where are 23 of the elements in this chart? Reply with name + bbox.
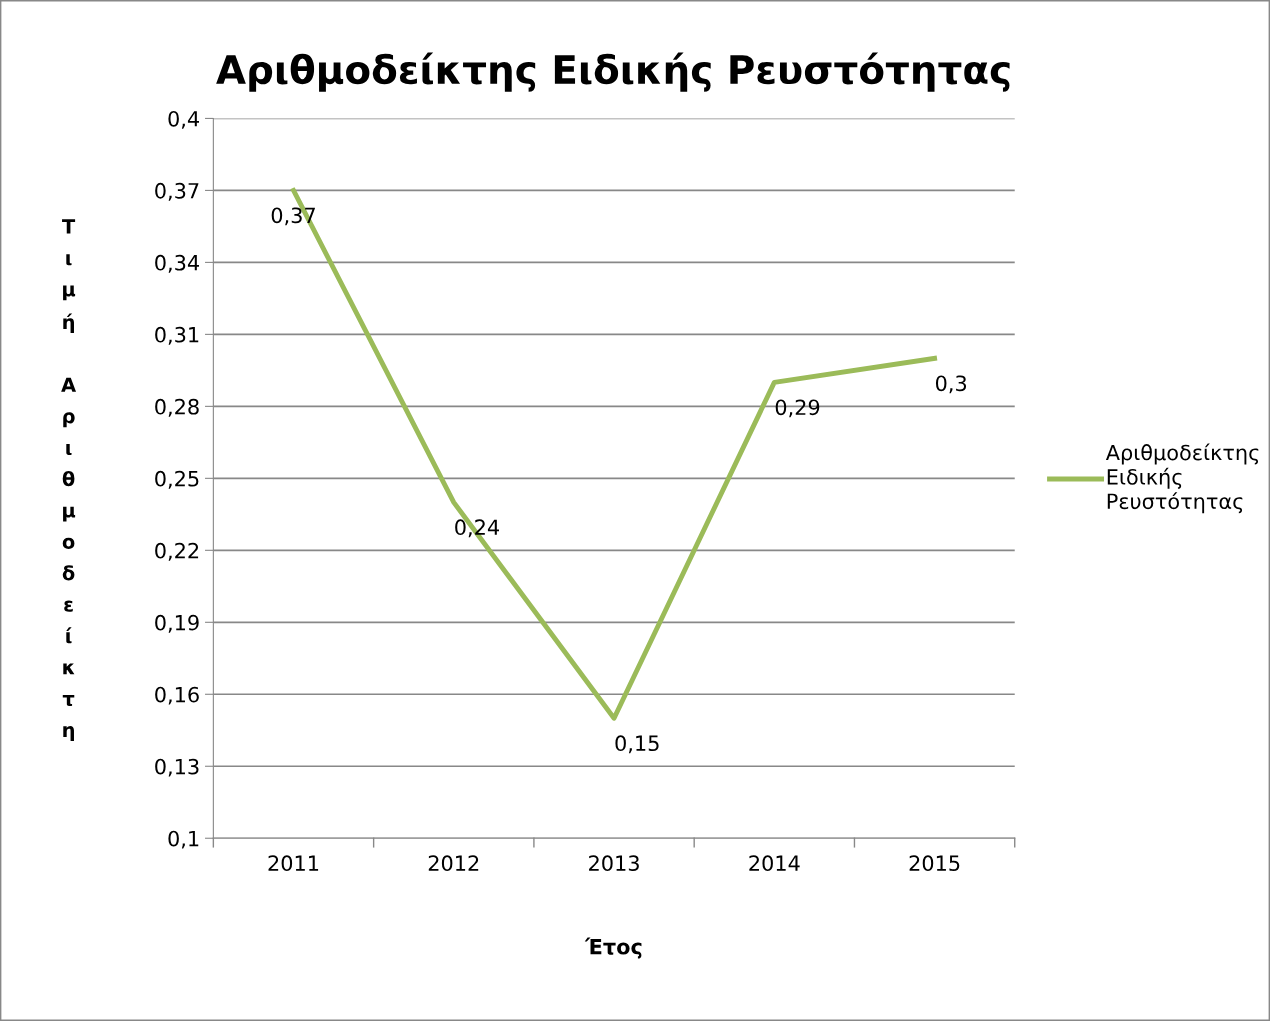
data-label: 0,3 (935, 375, 967, 394)
x-axis-title: Έτος (584, 937, 642, 959)
x-tick-label: 2015 (909, 855, 960, 872)
y-tick-label: 0,13 (155, 758, 199, 777)
legend-label: Αριθμοδείκτης Ειδικής Ρευστότητας (1105, 443, 1259, 514)
y-tick-label: 0,25 (155, 470, 199, 489)
x-tick-label: 2012 (428, 855, 479, 872)
y-tick-label: 0,16 (155, 686, 199, 705)
y-tick-label: 0,1 (168, 830, 199, 849)
y-tick-label: 0,4 (168, 110, 199, 129)
y-tick-label: 0,34 (155, 254, 199, 273)
y-tick-label: 0,22 (155, 542, 199, 561)
x-tick-label: 2013 (589, 855, 639, 872)
x-tick-label: 2011 (268, 855, 319, 872)
data-label: 0,15 (615, 735, 659, 754)
y-tick-label: 0,37 (155, 182, 199, 201)
chart-title: Αριθμοδείκτης Ειδικής Ρευστότητας (216, 52, 1010, 92)
text: Τιμή Αριθμοδείκτη (61, 219, 77, 742)
y-tick-label: 0,31 (155, 326, 199, 345)
x-tick-label: 2014 (749, 855, 800, 872)
y-tick-label: 0,28 (155, 398, 199, 417)
y-tick-label: 0,19 (155, 614, 199, 633)
data-label: 0,29 (775, 399, 820, 418)
